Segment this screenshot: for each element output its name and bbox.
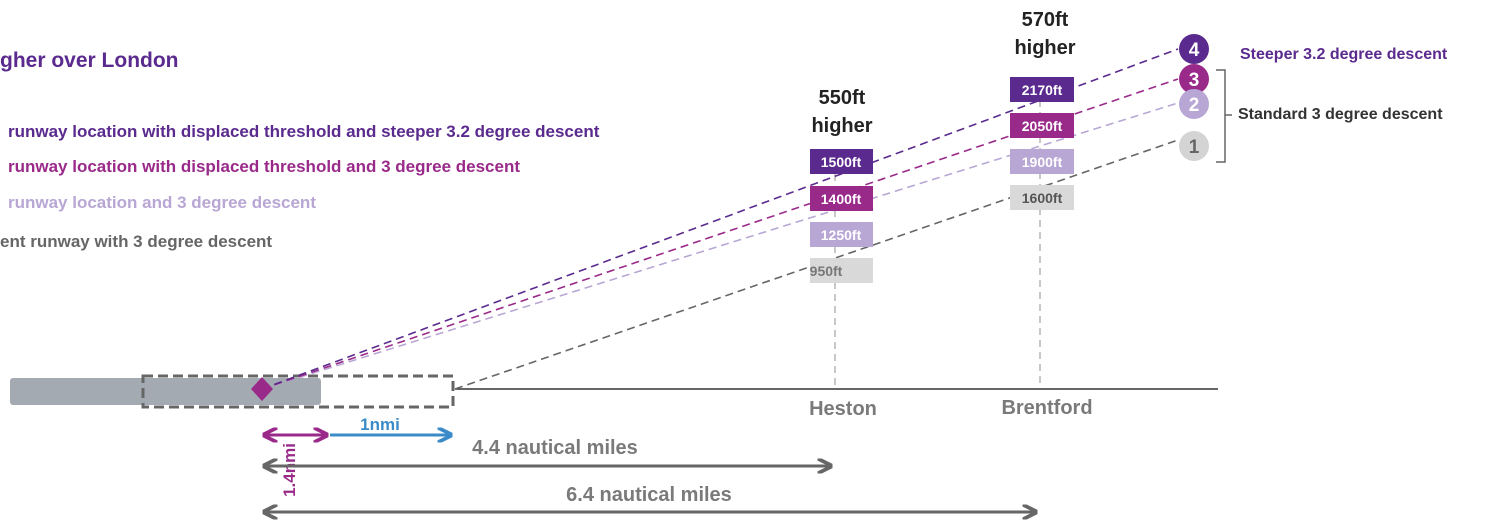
- one-nmi-label: 1nmi: [360, 415, 400, 434]
- brentford-altitude-box-2: [1010, 149, 1074, 174]
- brentford-label: Brentford: [1001, 397, 1092, 419]
- heston-distance-label: 4.4 nautical miles: [472, 437, 638, 459]
- heston-altitude-box-3: [810, 186, 873, 211]
- brentford-altitude-4: 2170ft: [1022, 82, 1063, 98]
- marker-2-label: 2: [1189, 95, 1200, 116]
- heston-altitude-box-1: [810, 258, 873, 283]
- heston-altitude-3: 1400ft: [821, 191, 862, 207]
- runway: [10, 378, 321, 405]
- marker-3-label: 3: [1189, 70, 1200, 91]
- legend-item-2: runway location and 3 degree descent: [8, 193, 316, 212]
- diagram-title: gher over London: [0, 49, 179, 72]
- heston-altitude-2: 1250ft: [821, 227, 862, 243]
- marker-3: [1179, 64, 1209, 94]
- brentford-higher-value: 570ft: [1022, 9, 1069, 31]
- standard-descent-label: Standard 3 degree descent: [1238, 106, 1443, 123]
- marker-2: [1179, 89, 1209, 119]
- heston-higher-value: 550ft: [819, 87, 866, 109]
- marker-4-label: 4: [1189, 40, 1200, 61]
- displaced-threshold-box: [141, 374, 455, 409]
- standard-descent-bracket: [1216, 69, 1232, 163]
- heston-higher-word: higher: [811, 115, 872, 137]
- legend-item-1: ent runway with 3 degree descent: [0, 232, 272, 251]
- brentford-altitude-1: 1600ft: [1022, 190, 1063, 206]
- marker-4: [1179, 34, 1209, 64]
- legend-item-4: runway location with displaced threshold…: [8, 122, 600, 141]
- descent-path-4: [261, 48, 1179, 390]
- heston-altitude-box-2: [810, 222, 873, 247]
- marker-1-label: 1: [1189, 137, 1200, 158]
- heston-altitude-4: 1500ft: [821, 154, 862, 170]
- marker-1: [1179, 131, 1209, 161]
- descent-path-3: [261, 78, 1179, 390]
- vertical-distance-label: 1.4nmi: [280, 443, 299, 497]
- heston-altitude-1: 950ft: [810, 263, 843, 279]
- brentford-altitude-3: 2050ft: [1022, 118, 1063, 134]
- brentford-higher-word: higher: [1014, 37, 1075, 59]
- brentford-altitude-box-4: [1010, 77, 1074, 102]
- brentford-altitude-box-3: [1010, 113, 1074, 138]
- legend-item-3: runway location with displaced threshold…: [8, 157, 520, 176]
- heston-altitude-box-4: [810, 149, 873, 174]
- brentford-altitude-2: 1900ft: [1022, 154, 1063, 170]
- steeper-descent-label: Steeper 3.2 degree descent: [1240, 46, 1448, 63]
- touchdown-point-icon: [251, 377, 273, 401]
- heston-label: Heston: [809, 398, 877, 420]
- brentford-distance-label: 6.4 nautical miles: [566, 484, 732, 506]
- brentford-altitude-box-1: [1010, 185, 1074, 210]
